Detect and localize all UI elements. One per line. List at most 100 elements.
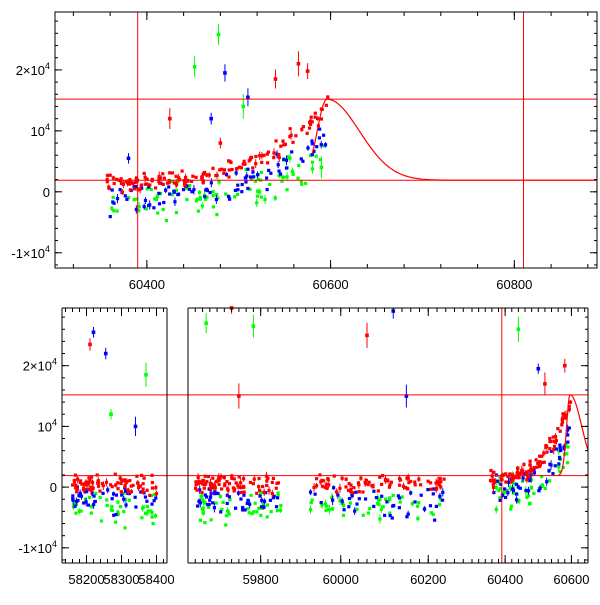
data-point: [253, 501, 257, 505]
data-point: [400, 495, 404, 499]
data-point: [426, 479, 430, 483]
data-point: [249, 177, 254, 181]
data-point: [128, 178, 132, 182]
data-point: [565, 461, 570, 465]
data-point: [127, 498, 131, 502]
data-point: [318, 473, 322, 477]
data-point: [211, 190, 215, 194]
data-point: [326, 95, 330, 99]
data-point: [125, 197, 129, 201]
data-point: [131, 483, 135, 487]
data-point: [220, 507, 224, 512]
data-point: [170, 179, 174, 184]
data-point: [297, 163, 301, 168]
data-point: [188, 183, 192, 188]
data-point: [194, 175, 198, 179]
data-point: [567, 426, 571, 430]
data-point: [291, 140, 295, 144]
data-point: [557, 462, 561, 466]
model-curve: [311, 98, 597, 181]
data-point: [206, 474, 211, 479]
data-point: [502, 487, 507, 491]
data-point: [101, 491, 105, 495]
data-point: [150, 515, 154, 519]
data-point: [559, 448, 563, 453]
data-point: [540, 454, 544, 458]
data-point: [170, 171, 175, 175]
data-point: [250, 512, 254, 516]
data-point: [428, 481, 433, 485]
data-point: [264, 176, 269, 180]
data-point: [172, 181, 176, 185]
data-point: [553, 464, 557, 468]
data-point: [510, 476, 514, 481]
data-point: [431, 512, 435, 516]
data-point: [308, 122, 313, 126]
data-point: [492, 478, 497, 482]
data-point: [196, 209, 201, 213]
data-point: [538, 460, 542, 464]
x-tick-label: 60000: [323, 572, 359, 587]
data-point: [142, 476, 146, 480]
data-point: [119, 481, 123, 486]
data-point: [265, 515, 269, 519]
data-point: [110, 508, 114, 513]
data-point: [168, 192, 172, 196]
data-point: [213, 492, 217, 496]
data-point: [247, 511, 251, 515]
data-point: [152, 206, 156, 210]
data-point: [123, 194, 127, 198]
data-point: [211, 476, 215, 480]
data-point: [110, 188, 114, 192]
data-point: [388, 496, 392, 500]
data-point: [524, 488, 528, 492]
data-point: [79, 479, 83, 483]
data-point: [354, 490, 358, 494]
data-point: [288, 127, 292, 131]
data-point: [208, 190, 212, 195]
data-point: [315, 145, 319, 149]
data-point: [252, 175, 256, 179]
data-point: [251, 482, 255, 486]
data-point: [126, 196, 131, 200]
data-point: [380, 482, 384, 486]
data-point: [504, 472, 508, 476]
data-point: [86, 487, 90, 491]
data-point: [403, 485, 408, 490]
data-point: [209, 518, 213, 522]
data-point: [366, 482, 370, 487]
data-point: [176, 192, 180, 197]
data-point: [221, 500, 225, 505]
data-point: [145, 182, 149, 186]
data-point: [440, 498, 445, 502]
data-point: [356, 481, 361, 485]
data-point: [252, 510, 256, 514]
data-point: [378, 475, 382, 479]
data-point: [198, 518, 202, 522]
data-point: [225, 501, 229, 506]
data-point: [230, 476, 234, 480]
data-point: [161, 207, 165, 212]
data-point: [93, 499, 97, 504]
data-point: [243, 162, 247, 166]
data-point: [105, 180, 109, 184]
data-point: [150, 480, 155, 485]
data-point: [515, 492, 519, 496]
data-point: [202, 486, 206, 490]
data-point: [558, 446, 562, 450]
data-point: [148, 509, 152, 513]
data-point: [553, 440, 558, 444]
data-point: [397, 496, 402, 500]
data-point: [94, 491, 98, 496]
data-point: [361, 490, 365, 494]
data-point: [301, 125, 306, 129]
data-point: [285, 155, 290, 159]
data-point: [100, 482, 104, 486]
data-point: [437, 503, 442, 507]
data-point: [149, 493, 154, 498]
data-point: [272, 155, 276, 160]
data-point: [310, 142, 314, 146]
data-point: [111, 195, 115, 200]
x-tick-label: 58400: [138, 572, 174, 587]
x-tick-label: 60800: [496, 277, 532, 292]
